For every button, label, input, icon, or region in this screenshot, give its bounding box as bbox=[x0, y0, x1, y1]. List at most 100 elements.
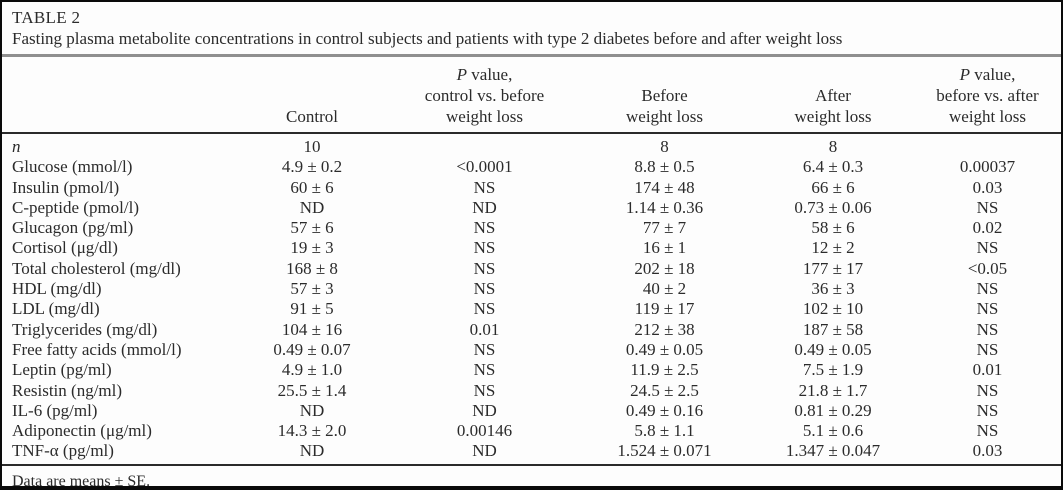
table-row-ldl: LDL (mg/dl) 91 ± 5 NS 119 ± 17 102 ± 10 … bbox=[2, 299, 1061, 319]
row-label: Free fatty acids (mmol/l) bbox=[12, 339, 182, 359]
cell-pvalue-before-vs-after: NS bbox=[976, 279, 999, 299]
table-row-free-fatty-acids: Free fatty acids (mmol/l) 0.49 ± 0.07 NS… bbox=[2, 340, 1061, 360]
cell-pvalue-before-vs-after: NS bbox=[976, 339, 999, 359]
cell-pvalue-before-vs-after: 0.03 bbox=[972, 177, 1003, 197]
header-line: weight loss bbox=[949, 107, 1026, 126]
cell-pvalue-control-vs-before: 0.00146 bbox=[456, 421, 513, 441]
table-row-resistin: Resistin (ng/ml) 25.5 ± 1.4 NS 24.5 ± 2.… bbox=[2, 381, 1061, 401]
header-line: control vs. before bbox=[424, 86, 545, 105]
header-line: After bbox=[815, 86, 851, 105]
cell-before-weight-loss: 5.8 ± 1.1 bbox=[634, 421, 695, 441]
cell-before-weight-loss: 0.49 ± 0.05 bbox=[625, 339, 704, 359]
row-label: Total cholesterol (mg/dl) bbox=[12, 258, 181, 278]
row-label: Cortisol (μg/dl) bbox=[12, 238, 118, 258]
cell-after-weight-loss: 21.8 ± 1.7 bbox=[798, 380, 868, 400]
cell-before-weight-loss: 202 ± 18 bbox=[634, 258, 695, 278]
table-row-cortisol: Cortisol (μg/dl) 19 ± 3 NS 16 ± 1 12 ± 2… bbox=[2, 238, 1061, 258]
table-footnote: Data are means ± SE. bbox=[12, 472, 151, 490]
cell-after-weight-loss: 0.73 ± 0.06 bbox=[794, 197, 872, 217]
row-label: Glucagon (pg/ml) bbox=[12, 218, 134, 238]
header-parameter-col bbox=[2, 57, 232, 134]
cell-pvalue-before-vs-after: NS bbox=[976, 197, 999, 217]
row-label: IL-6 (pg/ml) bbox=[12, 400, 98, 420]
cell-control: 25.5 ± 1.4 bbox=[277, 380, 347, 400]
header-pvalue-before-vs-after: P value, before vs. after weight loss bbox=[914, 57, 1061, 134]
cell-pvalue-before-vs-after: NS bbox=[976, 299, 999, 319]
row-label: Leptin (pg/ml) bbox=[12, 360, 112, 380]
cell-pvalue-control-vs-before: NS bbox=[473, 218, 496, 238]
cell-pvalue-control-vs-before: NS bbox=[473, 360, 496, 380]
header-row: Control P value, control vs. before weig… bbox=[2, 57, 1061, 134]
table-label: TABLE 2 bbox=[12, 8, 81, 27]
cell-pvalue-before-vs-after: 0.00037 bbox=[959, 157, 1016, 177]
table-row-glucagon: Glucagon (pg/ml) 57 ± 6 NS 77 ± 7 58 ± 6… bbox=[2, 218, 1061, 238]
header-before-weight-loss: Before weight loss bbox=[577, 57, 752, 134]
row-label: n bbox=[2, 133, 232, 157]
cell-after-weight-loss: 7.5 ± 1.9 bbox=[802, 360, 864, 380]
table-row-il-6: IL-6 (pg/ml) ND ND 0.49 ± 0.16 0.81 ± 0.… bbox=[2, 401, 1061, 421]
cell-pvalue-before-vs-after: <0.05 bbox=[967, 258, 1008, 278]
row-label: LDL (mg/dl) bbox=[12, 299, 100, 319]
header-line: weight loss bbox=[794, 107, 872, 126]
cell-pvalue-control-vs-before: NS bbox=[473, 339, 496, 359]
cell-before-weight-loss: 0.49 ± 0.16 bbox=[625, 400, 704, 420]
cell-control: 4.9 ± 0.2 bbox=[281, 157, 343, 177]
cell-control: ND bbox=[299, 400, 325, 420]
p-symbol: P bbox=[959, 65, 971, 84]
cell-after-weight-loss: 12 ± 2 bbox=[811, 238, 855, 258]
header-line: weight loss bbox=[626, 107, 703, 126]
cell-control: 10 bbox=[303, 137, 321, 156]
header-line: before vs. after bbox=[936, 86, 1039, 105]
table-row-c-peptide: C-peptide (pmol/l) ND ND 1.14 ± 0.36 0.7… bbox=[2, 198, 1061, 218]
table-row-adiponectin: Adiponectin (μg/ml) 14.3 ± 2.0 0.00146 5… bbox=[2, 421, 1061, 441]
cell-before-weight-loss: 1.14 ± 0.36 bbox=[625, 197, 704, 217]
cell-control: 57 ± 6 bbox=[290, 218, 334, 238]
cell-pvalue-control-vs-before: ND bbox=[472, 197, 497, 217]
cell-before-weight-loss: 174 ± 48 bbox=[634, 177, 695, 197]
cell-after-weight-loss: 1.347 ± 0.047 bbox=[752, 441, 914, 466]
cell-before-weight-loss: 16 ± 1 bbox=[642, 238, 687, 258]
cell-before-weight-loss: 40 ± 2 bbox=[642, 279, 687, 299]
cell-pvalue-control-vs-before: NS bbox=[473, 279, 496, 299]
row-label: Insulin (pmol/l) bbox=[12, 177, 120, 197]
caption-block: TABLE 2 Fasting plasma metabolite concen… bbox=[2, 2, 1061, 51]
cell-before-weight-loss: 77 ± 7 bbox=[642, 218, 687, 238]
title-divider bbox=[2, 54, 1061, 57]
cell-pvalue-control-vs-before: NS bbox=[473, 380, 496, 400]
cell-after-weight-loss: 187 ± 58 bbox=[802, 319, 864, 339]
header-line: P value, bbox=[392, 64, 577, 85]
row-label: Adiponectin (μg/ml) bbox=[12, 421, 152, 441]
cell-before-weight-loss: 1.524 ± 0.071 bbox=[577, 441, 752, 466]
row-label: Triglycerides (mg/dl) bbox=[12, 319, 158, 339]
cell-before-weight-loss: 24.5 ± 2.5 bbox=[630, 380, 699, 400]
cell-pvalue-control-vs-before: NS bbox=[473, 258, 496, 278]
cell-pvalue-before-vs-after: 0.01 bbox=[972, 360, 1003, 380]
cell-after-weight-loss: 36 ± 3 bbox=[811, 279, 855, 299]
cell-pvalue-before-vs-after bbox=[914, 133, 1061, 157]
header-line: Before bbox=[641, 86, 688, 105]
cell-pvalue-control-vs-before: ND bbox=[472, 400, 497, 420]
cell-after-weight-loss: 8 bbox=[828, 137, 838, 156]
cell-after-weight-loss: 5.1 ± 0.6 bbox=[802, 421, 864, 441]
table-row-glucose: Glucose (mmol/l) 4.9 ± 0.2 <0.0001 8.8 ±… bbox=[2, 157, 1061, 177]
table-row-tnf-alpha: TNF-α (pg/ml) ND ND 1.524 ± 0.071 1.347 … bbox=[2, 441, 1061, 466]
header-pvalue-control-vs-before: P value, control vs. before weight loss bbox=[392, 57, 577, 134]
header-control: Control bbox=[232, 57, 392, 134]
cell-after-weight-loss: 6.4 ± 0.3 bbox=[802, 157, 864, 177]
cell-control: ND bbox=[232, 441, 392, 466]
cell-control: ND bbox=[299, 197, 325, 217]
cell-control: 104 ± 16 bbox=[281, 319, 343, 339]
row-label: HDL (mg/dl) bbox=[12, 279, 102, 299]
cell-control: 57 ± 3 bbox=[290, 279, 334, 299]
cell-control: 0.49 ± 0.07 bbox=[273, 339, 351, 359]
header-control-label: Control bbox=[286, 107, 338, 126]
cell-pvalue-control-vs-before: NS bbox=[473, 299, 496, 319]
cell-pvalue-before-vs-after: NS bbox=[976, 400, 999, 420]
cell-after-weight-loss: 177 ± 17 bbox=[802, 258, 864, 278]
cell-pvalue-control-vs-before: 0.01 bbox=[469, 319, 500, 339]
metabolite-table: Control P value, control vs. before weig… bbox=[2, 57, 1061, 466]
cell-control: 14.3 ± 2.0 bbox=[277, 421, 347, 441]
p-symbol: P bbox=[456, 65, 468, 84]
table-row-leptin: Leptin (pg/ml) 4.9 ± 1.0 NS 11.9 ± 2.5 7… bbox=[2, 360, 1061, 380]
